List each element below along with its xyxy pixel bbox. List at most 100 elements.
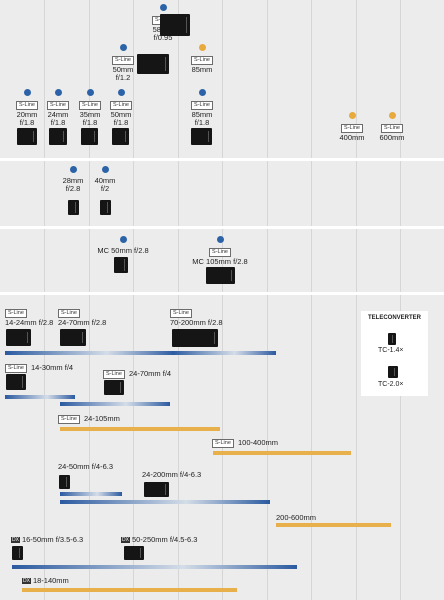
info-icon[interactable] — [216, 236, 224, 243]
zoom-label: 100-400mm — [238, 438, 279, 447]
info-icon[interactable] — [86, 89, 94, 96]
range-bar — [172, 351, 276, 355]
lens-35mm[interactable]: S-Line 35mm f/1.8 — [77, 89, 103, 128]
lens-400mm-future[interactable]: S-Line 400mm — [338, 112, 366, 142]
grid-line — [356, 0, 357, 600]
lens-label: MC 50mm f/2.8 — [97, 245, 149, 255]
zoom-14-24-image — [6, 329, 31, 346]
lens-aperture: f/2 — [100, 184, 110, 193]
zoom-200-600[interactable]: 200-600mm — [276, 513, 316, 522]
zoom-24-200[interactable]: 24-200mm f/4-6.3 — [142, 470, 201, 479]
lens-mc-50mm[interactable]: MC 50mm f/2.8 — [92, 236, 154, 255]
lens-aperture: f/1.8 — [19, 118, 35, 127]
lens-50mm-f12[interactable]: S-Line 50mm f/1.2 — [110, 44, 136, 83]
zoom-70-200-image — [172, 329, 218, 347]
lens-20mm[interactable]: S-Line 20mm f/1.8 — [14, 89, 40, 128]
lens-40mm[interactable]: 40mm f/2 — [92, 166, 118, 194]
zoom-label: 70-200mm f/2.8 — [170, 317, 223, 327]
tc-14-image — [388, 333, 396, 345]
lens-85mm-f18[interactable]: S-Line 85mm f/1.8 — [189, 89, 215, 128]
s-line-badge: S-Line — [209, 247, 231, 257]
tc-14-label[interactable]: TC-1.4× — [378, 347, 404, 354]
dx-badge: DX — [121, 537, 130, 544]
lens-aperture: f/1.8 — [82, 118, 98, 127]
lens-85mm-future[interactable]: S-Line 85mm — [189, 44, 215, 74]
info-icon[interactable] — [117, 89, 125, 96]
lens-24mm[interactable]: S-Line 24mm f/1.8 — [45, 89, 71, 128]
lens-35mm-image — [81, 128, 98, 145]
lens-50mm-f18-image — [112, 128, 129, 145]
s-line-badge: S-Line — [110, 100, 132, 110]
s-line-badge: S-Line — [47, 100, 69, 110]
info-icon[interactable] — [159, 4, 167, 11]
s-line-badge: S-Line — [212, 438, 234, 448]
section-divider — [0, 292, 444, 295]
s-line-badge: S-Line — [58, 414, 80, 424]
lens-label: MC 105mm f/2.8 — [192, 256, 248, 266]
lens-mc-105mm-image — [206, 267, 235, 284]
zoom-24-50-image — [59, 475, 70, 489]
grid-line — [311, 0, 312, 600]
zoom-50-250[interactable]: DX 50-250mm f/4.5-6.3 — [121, 535, 197, 544]
zoom-18-140[interactable]: DX 18-140mm — [22, 576, 69, 585]
s-line-badge: S-Line — [5, 308, 27, 318]
zoom-24-70-f4[interactable]: S-Line 24-70mm f/4 — [103, 369, 171, 379]
grid-line — [44, 0, 45, 600]
grid-line — [400, 0, 401, 600]
zoom-label: 24-200mm f/4-6.3 — [142, 470, 202, 479]
lens-aperture: f/1.2 — [115, 73, 131, 82]
lens-aperture: f/0.95 — [153, 33, 173, 42]
lens-50mm-f18[interactable]: S-Line 50mm f/1.8 — [108, 89, 134, 128]
zoom-label: 24-50mm f/4-6.3 — [58, 462, 114, 471]
range-bar — [60, 500, 270, 504]
s-line-badge: S-Line — [191, 100, 213, 110]
grid-line — [133, 0, 134, 600]
zoom-24-50[interactable]: 24-50mm f/4-6.3 — [58, 462, 113, 471]
zoom-24-105[interactable]: S-Line 24-105mm — [58, 414, 120, 424]
zoom-16-50[interactable]: DX 16-50mm f/3.5-6.3 — [11, 535, 83, 544]
s-line-badge: S-Line — [381, 123, 403, 133]
zoom-14-30-image — [6, 374, 26, 390]
tc-20-label[interactable]: TC-2.0× — [378, 381, 404, 388]
zoom-14-30[interactable]: S-Line 14-30mm f/4 — [5, 363, 73, 373]
info-icon[interactable] — [69, 166, 77, 173]
info-icon[interactable] — [119, 236, 127, 243]
s-line-badge: S-Line — [170, 308, 192, 318]
s-line-badge: S-Line — [5, 363, 27, 373]
zoom-label: 200-600mm — [276, 513, 317, 522]
lens-600mm-future[interactable]: S-Line 600mm — [378, 112, 406, 142]
future-range-bar — [213, 451, 351, 455]
lens-aperture: f/2.8 — [65, 184, 81, 193]
zoom-24-70-f4-image — [104, 380, 124, 395]
lens-20mm-image — [17, 128, 37, 145]
lens-40mm-image — [100, 200, 111, 215]
info-icon[interactable] — [54, 89, 62, 96]
lens-50mm-f12-image — [137, 54, 169, 74]
zoom-100-400[interactable]: S-Line 100-400mm — [212, 438, 278, 448]
grid-line — [89, 0, 90, 600]
lens-aperture: f/1.8 — [113, 118, 129, 127]
range-bar — [60, 492, 122, 496]
lens-28mm[interactable]: 28mm f/2.8 — [60, 166, 86, 194]
zoom-24-70-image — [60, 329, 86, 346]
zoom-label: 14-30mm f/4 — [31, 363, 74, 372]
teleconverter-panel: TELECONVERTER TC-1.4× TC-2.0× — [361, 311, 428, 396]
s-line-badge: S-Line — [79, 100, 101, 110]
lens-focal: 20mm — [16, 109, 38, 119]
info-icon[interactable] — [101, 166, 109, 173]
info-icon[interactable] — [119, 44, 127, 51]
zoom-24-70[interactable]: S-Line 24-70mm f/2.8 — [58, 308, 106, 327]
lens-focal: 24mm — [47, 109, 69, 119]
lens-24mm-image — [49, 128, 67, 145]
info-icon[interactable] — [198, 89, 206, 96]
future-range-bar — [276, 523, 391, 527]
zoom-14-24[interactable]: S-Line 14-24mm f/2.8 — [5, 308, 53, 327]
future-lens-dot-icon — [388, 112, 396, 119]
lens-mc-105mm[interactable]: S-Line MC 105mm f/2.8 — [188, 236, 252, 266]
zoom-label: 24-70mm f/4 — [129, 369, 172, 378]
grid-line — [178, 0, 179, 600]
zoom-70-200[interactable]: S-Line 70-200mm f/2.8 — [170, 308, 223, 327]
info-icon[interactable] — [23, 89, 31, 96]
range-bar — [5, 351, 175, 355]
zoom-label: 16-50mm f/3.5-6.3 — [21, 535, 84, 544]
